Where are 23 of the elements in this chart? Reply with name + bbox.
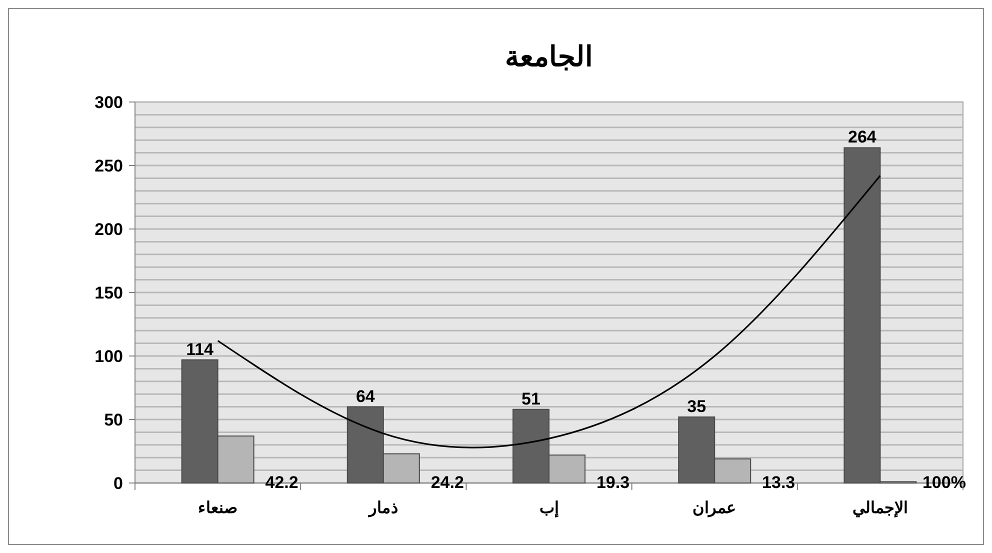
x-tick-label: ذمار (368, 500, 398, 518)
y-tick-label: 0 (114, 474, 123, 493)
annotation: 19.3 (596, 473, 630, 492)
x-tick-label: صنعاء (198, 500, 238, 517)
annotation: 51 (522, 389, 540, 408)
annotation: 114 (186, 340, 214, 359)
y-tick-label: 200 (94, 220, 123, 239)
annotation: 13.3 (762, 473, 796, 492)
annotation: 42.2 (265, 473, 298, 492)
x-tick-label: الإجمالي (852, 500, 908, 518)
annotation: 24.2 (430, 473, 464, 492)
annotation: 64 (356, 386, 376, 406)
annotation: 35 (687, 396, 706, 416)
y-tick-label: 300 (94, 92, 123, 112)
annotation: 264 (848, 128, 877, 147)
annotation: 100% (922, 473, 966, 492)
y-tick-label: 50 (104, 410, 123, 430)
x-tick-label: عمران (692, 500, 737, 518)
y-tick-label: 250 (94, 156, 123, 176)
chart-title: الجامعة (505, 41, 593, 72)
x-tick-label: إب (540, 500, 558, 517)
y-tick-label: 100 (94, 346, 123, 366)
y-tick-label: 150 (94, 283, 123, 302)
